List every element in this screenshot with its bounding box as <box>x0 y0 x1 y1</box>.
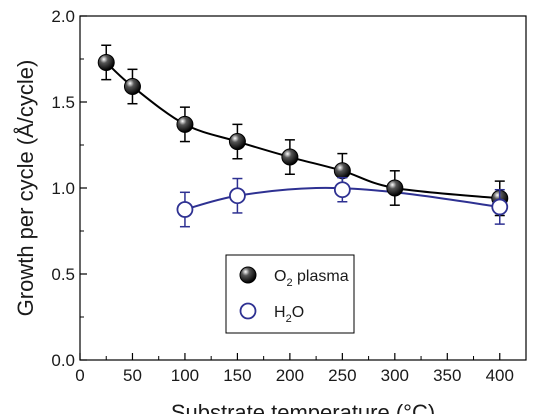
fit-curve <box>105 61 500 200</box>
data-point <box>123 78 141 96</box>
data-marks <box>97 44 509 228</box>
data-point <box>281 148 299 166</box>
data-point <box>491 198 509 216</box>
x-tick-label: 50 <box>123 366 142 385</box>
legend-label: O2 plasma <box>274 268 349 289</box>
data-point <box>333 162 351 180</box>
y-tick-label: 1.5 <box>51 93 75 112</box>
y-tick-label: 1.0 <box>51 179 75 198</box>
axis-ticks: 0 50 100 150 200 250 300 350 400 0.0 0.5 1.0 1.5 2.0 <box>51 7 514 385</box>
x-axis-label: Substrate temperature (°C) <box>171 400 435 414</box>
x-tick-label: 400 <box>486 366 514 385</box>
data-point <box>97 53 115 71</box>
fit-curves <box>105 61 500 211</box>
x-tick-label: 200 <box>276 366 304 385</box>
data-point <box>386 179 404 197</box>
legend-marker <box>239 302 257 320</box>
legend: O2 plasma H2O <box>225 254 355 334</box>
y-tick-label: 2.0 <box>51 7 75 26</box>
y-tick-label: 0.0 <box>51 351 75 370</box>
x-tick-label: 250 <box>328 366 356 385</box>
x-tick-label: 350 <box>433 366 461 385</box>
data-point <box>176 201 194 218</box>
x-tick-label: 300 <box>381 366 409 385</box>
data-point <box>333 181 351 199</box>
legend-marker <box>239 266 257 284</box>
legend-label: H2O <box>274 304 304 325</box>
x-tick-label: 0 <box>75 366 84 385</box>
y-axis-label: Growth per cycle (Å/cycle) <box>13 60 38 317</box>
y-tick-label: 0.5 <box>51 265 75 284</box>
data-point <box>229 187 246 205</box>
x-tick-label: 150 <box>223 366 251 385</box>
x-tick-label: 100 <box>171 366 199 385</box>
data-point <box>176 115 194 133</box>
data-point <box>228 133 246 151</box>
fit-curve <box>184 186 500 211</box>
